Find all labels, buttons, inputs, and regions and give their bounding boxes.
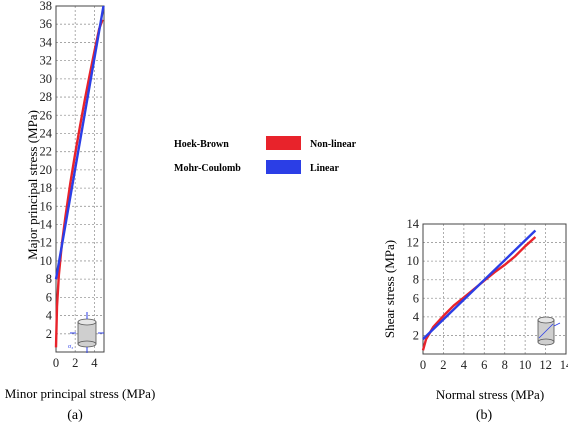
legend-label-linear: Linear [310,163,339,174]
legend-label-non-linear: Non-linear [310,139,357,150]
chart-b-x-tick-label: 4 [461,358,468,372]
chart-a-y-tick-label: 16 [40,199,53,213]
chart-b-y-tick-label: 12 [407,236,420,250]
chart-a-y-tick-label: 34 [40,35,53,49]
chart-b-y-tick-label: 6 [413,291,419,305]
chart-a-y-axis-title: Major principal stress (MPa) [25,110,40,260]
chart-b-x-tick-label: 8 [502,358,508,372]
chart-b-x-tick-label: 0 [420,358,426,372]
chart-a-y-tick-label: 28 [40,90,53,104]
chart-a-y-tick-label: 14 [40,218,53,232]
chart-a-x-tick-label: 4 [91,356,98,370]
chart-a-series-non-linear [54,19,104,348]
chart-b-series [421,229,537,351]
chart-b-x-tick-label: 6 [481,358,487,372]
chart-a-y-tick-label: 2 [46,327,52,341]
chart-b-x-tick-label: 12 [539,358,552,372]
chart-b-y-tick-label: 8 [413,273,419,287]
chart-a-y-tick-label: 32 [40,54,53,68]
chart-b-y-tick-label: 10 [407,254,420,268]
chart-b-x-axis-title: Normal stress (MPa) [436,387,544,402]
legend-criterion-hoek-brown: Hoek-Brown [174,139,229,150]
chart-a-y-tick-label: 36 [40,17,53,31]
chart-a-y-tick-label: 12 [40,236,53,250]
legend: Hoek-Brown Non-linear Mohr-Coulomb Linea… [174,136,357,174]
chart-b-x-tick-labels: 02 46 8 10 12 14 [420,358,568,372]
chart-a-y-tick-label: 38 [40,0,53,13]
chart-b-y-axis-title: Shear stress (MPa) [382,240,397,338]
chart-b-series-non-linear [421,236,537,351]
chart-a-series [54,5,105,348]
chart-a-caption: (a) [67,408,83,423]
chart-a-y-tick-label: 18 [40,181,53,195]
chart-b-x-tick-label: 2 [440,358,446,372]
chart-b-y-tick-label: 2 [413,328,419,342]
chart-a-x-axis-title: Minor principal stress (MPa) [5,386,156,401]
chart-b-caption: (b) [476,408,493,423]
chart-a-y-tick-label: 22 [40,145,53,159]
legend-criterion-mohr-coulomb: Mohr-Coulomb [174,163,241,174]
chart-a-y-tick-label: 6 [46,290,52,304]
chart-b-series-linear [422,229,537,340]
chart-b-x-tick-label: 10 [519,358,532,372]
triaxial-cylinder-icon: σ₃ [68,312,104,353]
chart-b-y-tick-labels: 2 4 6 8 10 12 14 [407,217,420,342]
chart-a-series-linear [54,5,105,280]
chart-b-plot-frame [422,223,567,355]
legend-swatch-non-linear [266,136,301,150]
shear-cylinder-icon [537,316,561,346]
chart-a-grid [55,5,104,352]
chart-a-x-tick-label: 2 [72,356,78,370]
chart-a-y-tick-label: 10 [40,254,53,268]
chart-b-y-tick-label: 14 [407,217,420,231]
chart-a-plot-frame [55,5,105,353]
chart-a-y-tick-label: 4 [46,309,53,323]
legend-swatch-linear [266,160,301,174]
chart-a-y-tick-label: 8 [46,272,52,286]
chart-a-y-tick-label: 26 [40,108,53,122]
chart-b-x-tick-label: 14 [560,358,568,372]
sigma3-label: σ₃ [68,344,73,350]
chart-a-y-tick-label: 20 [40,163,53,177]
chart-b-y-tick-label: 4 [413,310,420,324]
chart-a-y-tick-label: 24 [40,126,53,140]
chart-a-x-tick-label: 0 [53,356,59,370]
chart-a-y-tick-label: 30 [40,72,53,86]
